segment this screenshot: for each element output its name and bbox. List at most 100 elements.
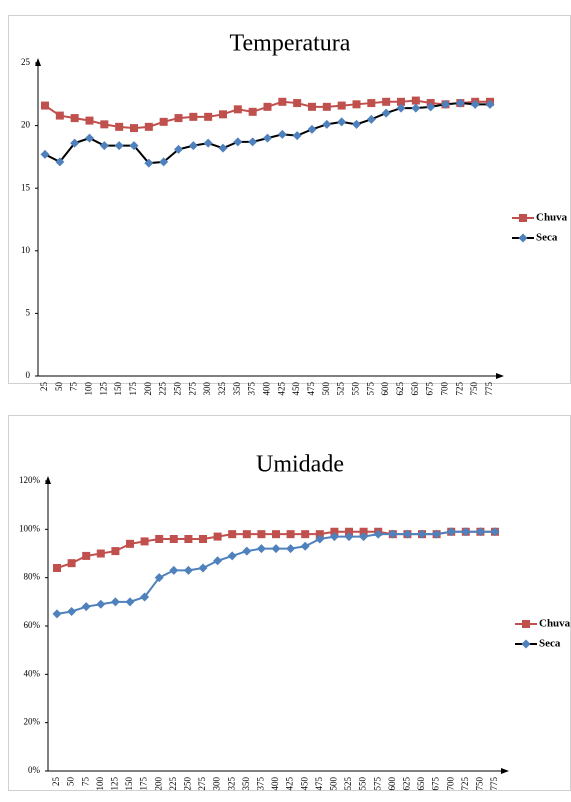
x-tick-label: 250	[182, 777, 192, 791]
x-tick-label: 400	[262, 382, 272, 396]
data-point	[455, 98, 465, 108]
data-point	[315, 534, 325, 544]
data-point	[169, 565, 179, 575]
data-point	[174, 114, 183, 123]
data-point	[82, 551, 91, 560]
data-point	[140, 537, 149, 546]
x-tick-label: 350	[241, 777, 251, 791]
data-point	[70, 114, 79, 123]
legend-marker	[518, 233, 528, 243]
legend-label: Seca	[539, 638, 561, 650]
data-point	[52, 609, 62, 619]
x-tick-label: 700	[445, 777, 455, 791]
data-point	[184, 535, 193, 543]
legend-label: Seca	[536, 232, 558, 244]
x-tick-label: 100	[84, 382, 94, 396]
data-point	[144, 158, 154, 168]
x-tick-label: 175	[128, 382, 138, 396]
x-tick-label: 350	[232, 382, 242, 396]
data-point	[242, 546, 252, 556]
x-tick-label: 725	[454, 382, 464, 396]
x-tick-label: 200	[153, 777, 163, 791]
legend-label: Chuva	[539, 618, 571, 630]
data-point	[96, 549, 105, 558]
data-point	[352, 100, 361, 109]
data-point	[228, 530, 237, 539]
data-point	[352, 119, 361, 129]
data-point	[110, 597, 120, 607]
data-point	[329, 532, 339, 542]
data-point	[263, 133, 272, 143]
x-tick-label: 550	[358, 777, 368, 791]
data-point	[219, 110, 227, 119]
data-point	[218, 143, 228, 153]
x-tick-label: 250	[173, 382, 183, 396]
data-point	[140, 592, 150, 602]
data-point	[41, 101, 49, 110]
x-tick-label: 400	[270, 777, 280, 791]
y-tick-label: 0	[26, 370, 31, 380]
y-tick-label: 20	[21, 120, 31, 130]
data-point	[344, 532, 354, 542]
x-tick-label: 150	[124, 777, 134, 791]
data-point	[67, 559, 76, 568]
data-point	[125, 597, 135, 607]
y-tick-label: 120%	[19, 475, 41, 485]
data-point	[315, 530, 324, 539]
data-point	[271, 544, 281, 554]
data-point	[53, 564, 61, 572]
data-point	[286, 544, 296, 554]
x-tick-label: 475	[314, 777, 324, 791]
data-point	[286, 530, 295, 539]
data-point	[411, 96, 420, 105]
x-tick-label: 450	[291, 382, 301, 396]
data-point	[85, 133, 94, 143]
data-point	[233, 137, 243, 147]
data-point	[227, 551, 237, 561]
data-point	[272, 530, 280, 539]
data-point	[114, 141, 124, 151]
data-point	[188, 141, 198, 151]
data-point	[70, 138, 80, 148]
x-tick-label: 650	[416, 777, 426, 791]
data-point	[213, 532, 222, 541]
data-point	[432, 529, 442, 539]
x-tick-label: 200	[143, 382, 153, 396]
data-point	[169, 535, 178, 543]
x-tick-label: 775	[484, 382, 494, 396]
data-point	[204, 112, 213, 121]
data-point	[446, 527, 456, 537]
data-point	[257, 530, 266, 539]
data-point	[300, 541, 310, 551]
x-tick-label: 750	[469, 382, 479, 396]
x-tick-label: 375	[255, 777, 265, 791]
data-point	[233, 105, 242, 114]
x-tick-label: 425	[276, 382, 286, 396]
x-tick-label: 50	[66, 777, 76, 787]
y-tick-label: 80%	[24, 572, 41, 582]
x-tick-label: 625	[395, 382, 405, 396]
data-point	[159, 157, 169, 167]
x-tick-label: 575	[365, 382, 375, 396]
x-tick-label: 550	[351, 382, 361, 396]
y-tick-label: 20%	[24, 717, 41, 727]
data-point	[330, 527, 339, 536]
y-tick-label: 10	[21, 245, 31, 255]
x-tick-label: 525	[343, 777, 353, 791]
x-tick-label: 125	[109, 777, 119, 791]
x-tick-label: 775	[489, 777, 499, 791]
data-point	[203, 138, 213, 148]
x-tick-label: 725	[460, 777, 470, 791]
data-point	[81, 602, 91, 612]
data-point	[67, 607, 77, 616]
data-point	[359, 527, 368, 536]
data-point	[308, 102, 316, 111]
data-point	[345, 527, 353, 536]
data-point	[470, 99, 480, 109]
data-point	[100, 120, 109, 129]
x-tick-label: 225	[158, 382, 168, 396]
x-tick-label: 600	[380, 382, 390, 396]
data-point	[183, 565, 193, 575]
data-point	[359, 532, 369, 542]
x-tick-label: 275	[187, 382, 197, 396]
